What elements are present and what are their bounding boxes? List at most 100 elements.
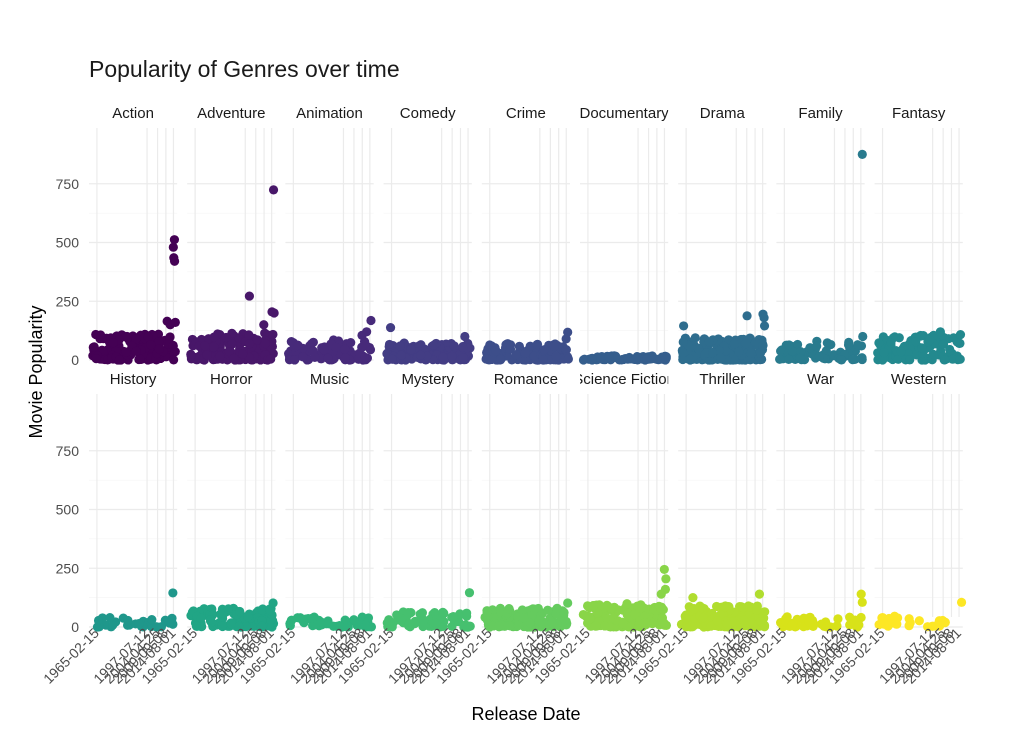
data-point (784, 354, 794, 364)
data-point (833, 614, 843, 624)
facet-label-fantasy: Fantasy (892, 105, 946, 122)
data-point (168, 242, 178, 252)
data-point (856, 589, 866, 599)
y-tick-label: 0 (71, 352, 79, 368)
y-tick-label: 250 (56, 293, 80, 309)
facet-label-action: Action (112, 105, 154, 122)
data-point (165, 332, 175, 342)
data-point (449, 341, 459, 351)
data-point (268, 185, 279, 195)
data-point (759, 313, 769, 323)
data-point (186, 351, 196, 361)
data-point (170, 317, 180, 327)
data-point (340, 344, 350, 354)
data-point (754, 589, 765, 599)
facet-label-adventure: Adventure (197, 105, 265, 122)
data-point (353, 621, 364, 631)
data-point (552, 603, 562, 613)
data-point (688, 593, 698, 603)
data-point (539, 345, 549, 355)
data-point (751, 605, 762, 615)
y-tick-label: 750 (56, 443, 80, 459)
facet-label-horror: Horror (210, 371, 253, 388)
data-point (742, 311, 752, 321)
data-point (551, 351, 561, 361)
data-point (431, 618, 441, 628)
data-point (708, 347, 718, 358)
data-point (784, 340, 794, 350)
data-point (293, 613, 303, 623)
data-point (308, 337, 318, 347)
data-point (191, 621, 202, 631)
data-point (93, 615, 104, 626)
data-point (893, 354, 903, 364)
y-tick-label: 750 (56, 176, 80, 192)
data-point (108, 620, 118, 630)
data-point (625, 622, 636, 632)
data-point (656, 589, 666, 599)
data-point (681, 614, 691, 624)
data-point (293, 340, 303, 350)
data-point (96, 330, 106, 340)
data-point (642, 354, 652, 364)
data-point (209, 342, 219, 352)
data-point (685, 354, 695, 364)
data-point (307, 613, 317, 623)
data-point (759, 321, 770, 331)
data-point (740, 620, 750, 631)
data-point (384, 339, 395, 350)
data-point (940, 355, 950, 365)
data-point (164, 618, 174, 628)
data-point (460, 331, 470, 342)
data-point (914, 616, 924, 626)
data-point (698, 612, 708, 623)
data-point (216, 621, 227, 631)
data-point (738, 602, 748, 613)
data-point (955, 330, 966, 340)
data-point (147, 614, 157, 625)
data-point (690, 620, 700, 630)
data-point (722, 619, 732, 629)
data-point (319, 345, 329, 355)
data-point (585, 614, 595, 624)
data-point (948, 354, 958, 364)
data-point (520, 355, 531, 365)
data-point (656, 603, 666, 614)
data-point (734, 347, 744, 357)
data-point (235, 606, 245, 617)
facet-label-crime: Crime (506, 105, 546, 122)
data-point (711, 601, 722, 612)
data-point (534, 616, 544, 626)
data-point (154, 337, 164, 347)
data-point (629, 609, 640, 620)
data-point (131, 346, 141, 356)
data-point (904, 621, 914, 631)
data-point (853, 340, 863, 350)
x-axis-title: Release Date (471, 704, 580, 724)
data-point (464, 588, 475, 598)
data-point (495, 354, 505, 364)
data-point (226, 619, 236, 629)
data-point (260, 338, 270, 349)
facet-label-history: History (110, 371, 157, 388)
data-point (874, 338, 884, 348)
data-point (387, 354, 397, 364)
data-point (720, 602, 730, 612)
data-point (396, 350, 406, 360)
data-point (606, 603, 616, 613)
data-point (221, 332, 231, 343)
data-point (257, 621, 267, 631)
facet-label-science-fiction: Science Fiction (573, 371, 675, 388)
data-point (756, 616, 766, 627)
data-point (244, 291, 255, 301)
data-point (395, 341, 405, 351)
data-point (549, 341, 559, 352)
data-point (592, 608, 603, 618)
data-point (787, 620, 797, 630)
data-point (634, 603, 645, 613)
data-point (529, 351, 539, 361)
y-axis-title: Movie Popularity (26, 305, 46, 438)
data-point (360, 620, 370, 630)
data-point (151, 622, 161, 632)
data-point (955, 354, 965, 364)
